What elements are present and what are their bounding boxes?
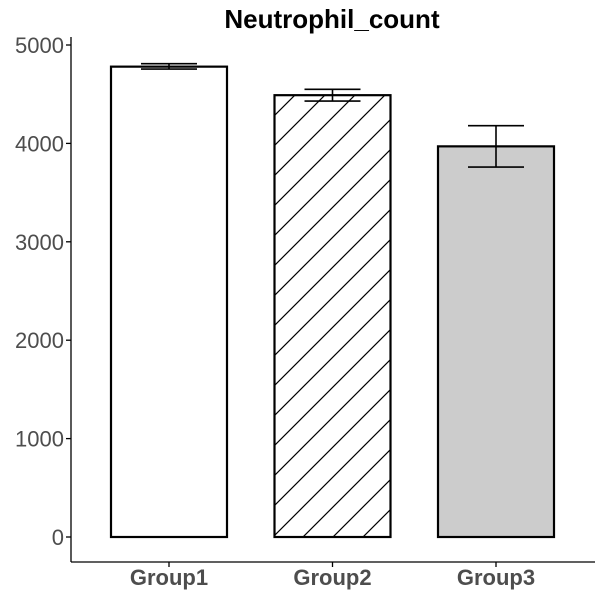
bar-group2 bbox=[273, 94, 392, 539]
chart-title: Neutrophil_count bbox=[224, 4, 440, 34]
error-bars-group bbox=[141, 62, 524, 168]
y-tick-label: 4000 bbox=[15, 131, 64, 156]
x-tick-label: Group3 bbox=[457, 565, 535, 590]
bar-group3 bbox=[436, 145, 556, 539]
y-tick-label: 3000 bbox=[15, 230, 64, 255]
y-axis-ticks: 0 1000 2000 3000 4000 5000 bbox=[15, 33, 71, 550]
y-tick-label: 5000 bbox=[15, 33, 64, 58]
x-tick-label: Group1 bbox=[130, 565, 208, 590]
x-tick-label: Group2 bbox=[293, 565, 371, 590]
y-tick-label: 2000 bbox=[15, 328, 64, 353]
bar-group1 bbox=[109, 65, 229, 539]
bars-group bbox=[109, 65, 556, 539]
x-axis-ticks: Group1 Group2 Group3 bbox=[130, 562, 535, 590]
y-tick-label: 0 bbox=[52, 525, 64, 550]
y-tick-label: 1000 bbox=[15, 427, 64, 452]
